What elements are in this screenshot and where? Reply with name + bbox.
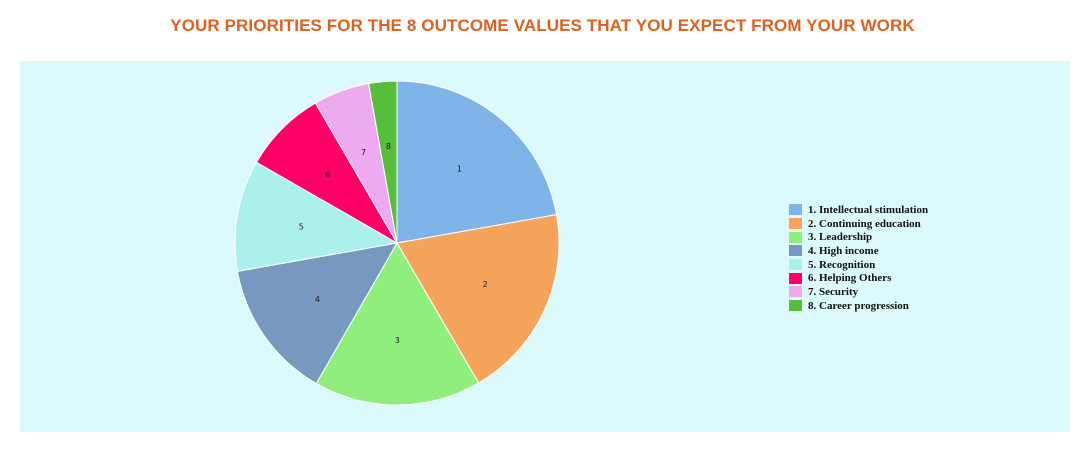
legend-label-1: 1. Intellectual stimulation xyxy=(808,203,929,216)
pie-slice-5[interactable] xyxy=(234,161,398,272)
legend-swatch-2 xyxy=(789,218,802,230)
legend-swatch-6 xyxy=(789,272,802,284)
legend-swatch-5 xyxy=(789,259,802,271)
legend-item-8[interactable]: 8. Career progression xyxy=(789,299,928,313)
slice-label-8: 8 xyxy=(386,142,391,151)
slice-label-7: 7 xyxy=(361,148,366,157)
pie-slice-1[interactable] xyxy=(396,80,557,244)
legend-swatch-7 xyxy=(789,286,802,298)
slice-label-5: 5 xyxy=(299,222,304,231)
chart-panel: 1 2 3 4 5 6 7 8 1. Intellectual stimulation 2. C… xyxy=(20,61,1070,432)
pie-chart: 1 2 3 4 5 6 7 8 xyxy=(234,80,560,406)
legend-item-7[interactable]: 7. Security xyxy=(789,285,928,299)
slice-label-1: 1 xyxy=(457,165,462,174)
pie-slice-4[interactable] xyxy=(237,242,398,384)
slice-label-2: 2 xyxy=(483,280,488,289)
legend-label-7: 7. Security xyxy=(808,285,859,298)
legend-swatch-1 xyxy=(789,204,802,216)
legend-item-5[interactable]: 5. Recognition xyxy=(789,258,928,272)
legend-item-4[interactable]: 4. High income xyxy=(789,244,928,258)
legend-label-5: 5. Recognition xyxy=(808,258,876,271)
pie-slice-3[interactable] xyxy=(315,242,480,406)
legend-label-8: 8. Career progression xyxy=(808,299,909,312)
pie-slice-8[interactable] xyxy=(368,80,398,244)
legend-label-2: 2. Continuing education xyxy=(808,217,921,230)
legend-item-2[interactable]: 2. Continuing education xyxy=(789,217,928,231)
legend-item-6[interactable]: 6. Helping Others xyxy=(789,271,928,285)
legend-item-3[interactable]: 3. Leadership xyxy=(789,230,928,244)
slice-label-4: 4 xyxy=(315,295,320,304)
chart-legend: 1. Intellectual stimulation 2. Continuing… xyxy=(789,203,928,313)
pie-slice-2[interactable] xyxy=(396,214,560,384)
legend-item-1[interactable]: 1. Intellectual stimulation xyxy=(789,203,928,217)
legend-label-4: 4. High income xyxy=(808,244,879,257)
legend-label-6: 6. Helping Others xyxy=(808,272,892,285)
slice-label-6: 6 xyxy=(326,170,331,179)
legend-swatch-4 xyxy=(789,245,802,257)
legend-label-3: 3. Leadership xyxy=(808,231,873,244)
legend-swatch-8 xyxy=(789,300,802,312)
slice-label-3: 3 xyxy=(395,336,400,345)
page-title: YOUR PRIORITIES FOR THE 8 OUTCOME VALUES… xyxy=(170,16,915,35)
legend-swatch-3 xyxy=(789,231,802,243)
